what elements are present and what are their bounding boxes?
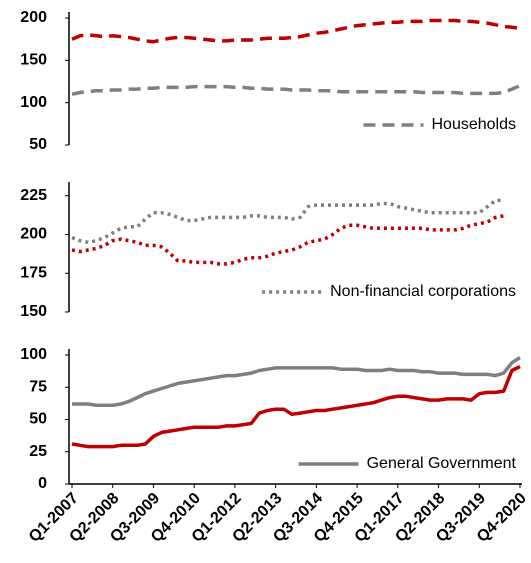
series-line [71,18,521,44]
legend-label: General Government [367,455,517,472]
legend-label: Non-financial corporations [330,283,516,300]
y-tick-label: 50 [29,411,47,428]
y-tick-label: 0 [38,475,47,492]
y-tick-label: 150 [20,303,47,320]
series-line [71,365,521,449]
y-tick-label: 225 [20,187,47,204]
y-tick-label: 100 [20,346,47,363]
y-tick-label: 100 [20,94,47,111]
y-tick-label: 200 [20,9,47,26]
y-tick-label: 175 [20,264,47,281]
y-tick-label: 200 [20,226,47,243]
series-line [71,84,521,96]
y-tick-label: 25 [29,443,47,460]
series-line [71,198,504,245]
series-line [71,214,505,266]
y-tick-label: 75 [29,378,47,395]
legend-label: Households [432,116,517,133]
series-line [72,356,521,408]
y-tick-label: 150 [20,52,47,69]
y-tick-label: 50 [29,136,47,153]
